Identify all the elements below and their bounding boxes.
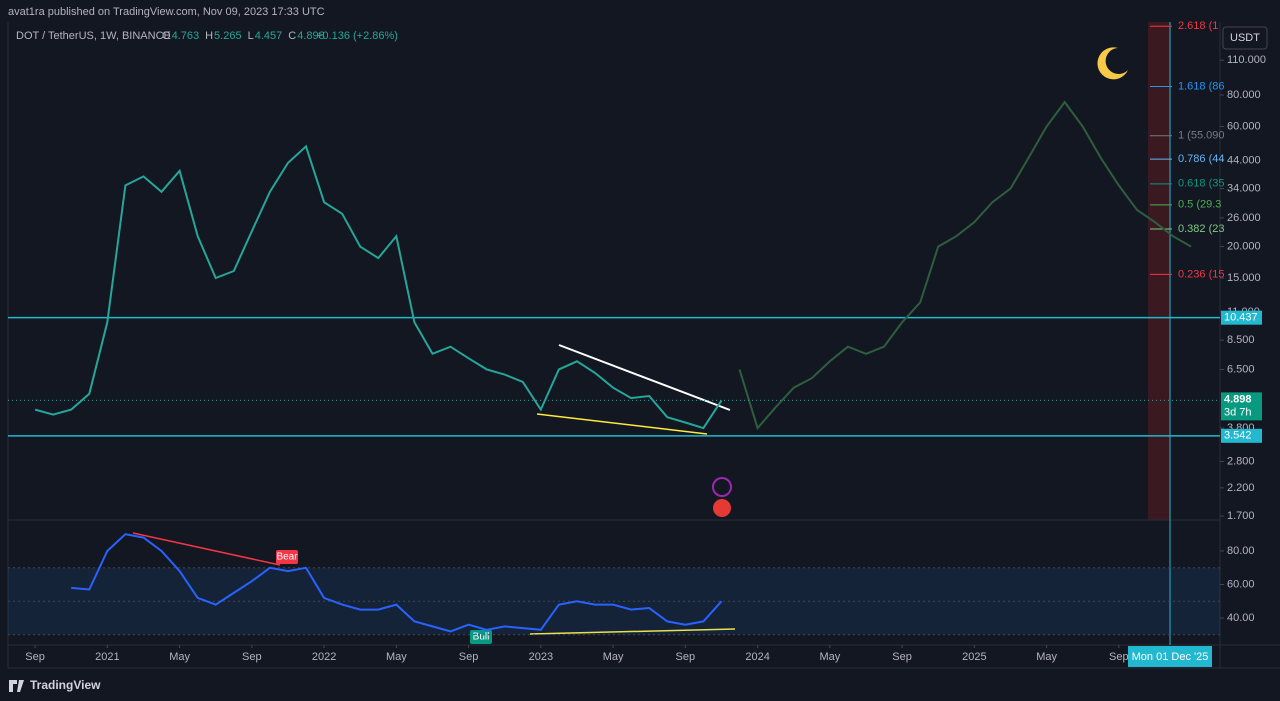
- y-tick-label: 20.000: [1227, 240, 1261, 252]
- change: +0.136 (+2.86%): [316, 30, 398, 42]
- ohlc: O 4.763 H 5.265 L 4.457 C 4.898: [162, 30, 325, 42]
- trend-line: [558, 344, 731, 411]
- y-tick-label: 6.500: [1227, 363, 1255, 375]
- ohlc-key: L: [248, 30, 254, 42]
- bull-label: Bull: [473, 632, 490, 643]
- x-tick-label: Sep: [676, 651, 696, 663]
- fib-label: 2.618 (1: [1178, 20, 1218, 32]
- bear-label: Bear: [276, 552, 298, 563]
- ohlc-key: H: [205, 30, 213, 42]
- y-tick-label: 40.00: [1227, 612, 1255, 624]
- series-line: [738, 100, 1192, 431]
- fib-label: 0.618 (35: [1178, 178, 1224, 190]
- x-tick-label: May: [819, 651, 840, 663]
- y-tick-label: 2.200: [1227, 482, 1255, 494]
- level-tag: [1221, 310, 1262, 325]
- x-tick-label: 2025: [962, 651, 986, 663]
- event-icon[interactable]: [712, 477, 732, 497]
- y-tick-label: 2.800: [1227, 455, 1255, 467]
- fib-label: 0.236 (15: [1178, 268, 1224, 280]
- event-icon[interactable]: [713, 499, 731, 517]
- ohlc-value: 4.457: [255, 30, 283, 42]
- last-price-tag: [1221, 392, 1262, 421]
- bear-tag: [276, 550, 298, 564]
- x-tick-label: 2023: [529, 651, 553, 663]
- x-tick-label: 2021: [95, 651, 119, 663]
- level-tag: [1221, 428, 1262, 443]
- y-tick-label: 60.000: [1227, 120, 1261, 132]
- fib-label: 1 (55.090: [1178, 130, 1224, 142]
- ohlc-value: 4.763: [172, 30, 200, 42]
- x-tick-label: Sep: [1109, 651, 1129, 663]
- x-tick-label: Sep: [242, 651, 262, 663]
- bull-tag: [470, 630, 492, 644]
- fib-label: 0.786 (44: [1178, 153, 1224, 165]
- crosshair-label: Mon 01 Dec '25: [1132, 651, 1209, 663]
- ohlc-key: C: [288, 30, 296, 42]
- fib-label: 0.382 (23: [1178, 223, 1224, 235]
- trend-line: [536, 413, 708, 435]
- y-tick-label: 44.000: [1227, 154, 1261, 166]
- x-tick-label: May: [386, 651, 407, 663]
- y-tick-label: 80.000: [1227, 89, 1261, 101]
- countdown: 3d 7h: [1224, 406, 1252, 418]
- currency-box[interactable]: [1222, 26, 1268, 50]
- fib-label: 1.618 (86: [1178, 80, 1224, 92]
- divergence-line: [529, 628, 736, 635]
- last-price-label: 4.898: [1224, 393, 1252, 405]
- x-tick-label: May: [169, 651, 190, 663]
- y-tick-label: 60.00: [1227, 578, 1255, 590]
- y-tick-label: 8.500: [1227, 334, 1255, 346]
- y-tick-label: 110.000: [1227, 54, 1266, 66]
- logo: [9, 680, 24, 692]
- ohlc-value: 4.898: [297, 30, 325, 42]
- y-tick-label: 26.000: [1227, 212, 1261, 224]
- ohlc-key: O: [162, 30, 171, 42]
- brand: TradingView: [30, 678, 101, 692]
- currency: USDT: [1230, 32, 1260, 44]
- symbol: DOT / TetherUS, 1W, BINANCE: [16, 30, 171, 42]
- y-tick-label: 15.000: [1227, 272, 1261, 284]
- x-tick-label: May: [603, 651, 624, 663]
- series-line: [34, 144, 723, 430]
- x-tick-label: Sep: [459, 651, 479, 663]
- y-tick-label: 34.000: [1227, 182, 1261, 194]
- y-tick-label: 1.700: [1227, 510, 1255, 522]
- x-tick-label: May: [1036, 651, 1057, 663]
- y-tick-label: 80.00: [1227, 545, 1255, 557]
- divergence-line: [132, 532, 281, 566]
- moon-icon: [1097, 47, 1128, 80]
- x-tick-label: Sep: [892, 651, 912, 663]
- fib-label: 0.5 (29.3: [1178, 199, 1221, 211]
- crosshair-tag: [1128, 646, 1212, 667]
- ohlc-value: 5.265: [214, 30, 242, 42]
- level-label: 10.437: [1224, 312, 1258, 324]
- level-label: 3.542: [1224, 430, 1252, 442]
- x-tick-label: 2022: [312, 651, 336, 663]
- x-tick-label: Sep: [25, 651, 45, 663]
- publisher: avat1ra published on TradingView.com, No…: [8, 6, 325, 18]
- series-line: [71, 533, 723, 633]
- x-tick-label: 2024: [745, 651, 769, 663]
- projection-zone: [1148, 22, 1170, 520]
